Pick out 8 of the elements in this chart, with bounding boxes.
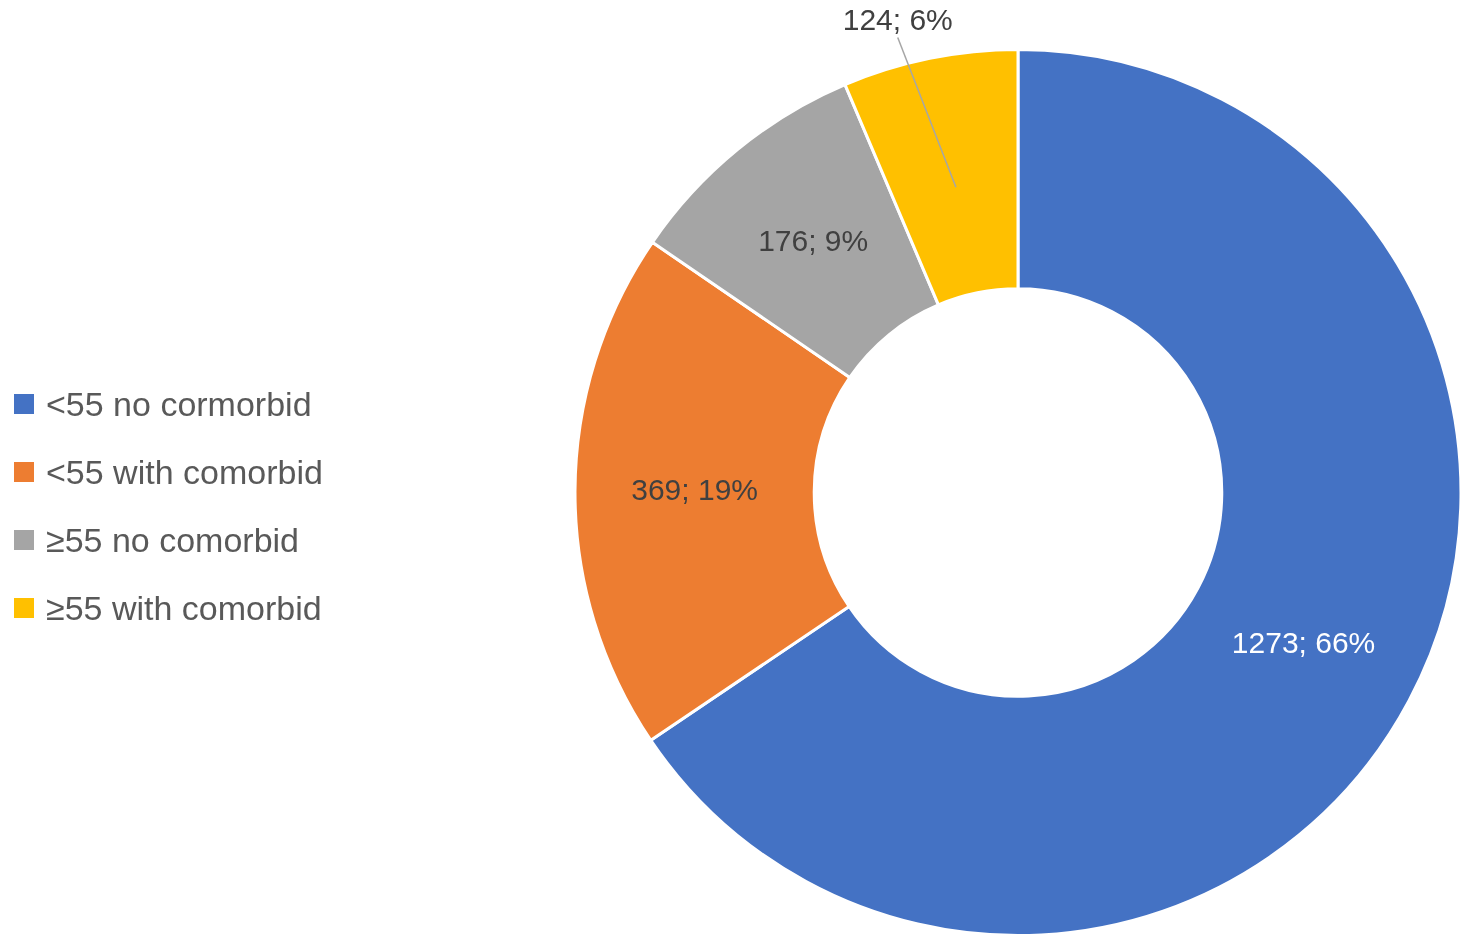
data-label: 176; 9%	[758, 223, 869, 257]
legend-label: <55 no cormorbid	[46, 384, 312, 424]
legend-label: ≥55 with comorbid	[46, 588, 322, 628]
data-label: 124; 6%	[842, 2, 953, 36]
legend-label: <55 with comorbid	[46, 452, 323, 492]
data-label: 1273; 66%	[1231, 625, 1376, 659]
legend-label: ≥55 no comorbid	[46, 520, 300, 560]
data-label: 369; 19%	[631, 472, 758, 506]
